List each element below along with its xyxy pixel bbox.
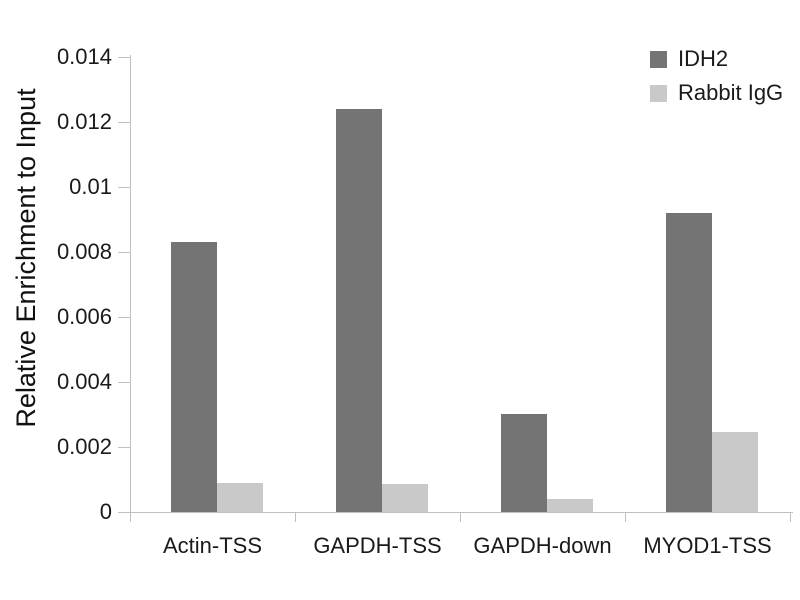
x-tick-mark [625,512,626,522]
y-tick-mark [118,446,130,448]
y-tick-label: 0.01 [69,174,112,199]
bar-idh2-gapdh-down [501,414,547,512]
y-tick-mark [118,251,130,253]
legend-item-idh2: IDH2 [650,47,783,71]
y-tick-mark [118,56,130,58]
y-tick-label: 0.006 [56,304,112,329]
y-tick-mark [118,121,130,123]
bar-rabbit-igg-gapdh-tss [382,484,428,512]
legend-swatch-rabbit-igg [650,84,667,102]
y-tick-mark [118,381,130,383]
y-tick-label: 0.008 [56,239,112,264]
y-axis-line [130,55,131,513]
y-tick-label: 0.014 [56,44,112,69]
x-axis-label-gapdh-tss: GAPDH-TSS [313,533,442,558]
x-axis-label-myod1-tss: MYOD1-TSS [643,533,772,558]
x-axis-line [130,512,793,513]
x-tick-mark [295,512,296,522]
y-tick-mark [118,186,130,188]
bar-idh2-myod1-tss [666,213,712,512]
bar-rabbit-igg-actin-tss [217,483,263,512]
y-tick-mark [118,511,130,513]
legend-swatch-idh2 [650,50,667,68]
x-axis-label-gapdh-down: GAPDH-down [473,533,612,558]
x-tick-mark [460,512,461,522]
bar-rabbit-igg-myod1-tss [712,432,758,512]
bar-rabbit-igg-gapdh-down [547,499,593,512]
y-tick-label: 0.012 [56,109,112,134]
legend-label-idh2: IDH2 [678,46,729,71]
bar-idh2-gapdh-tss [336,109,382,512]
x-tick-mark [130,512,131,522]
x-tick-mark [790,512,791,522]
legend-label-rabbit-igg: Rabbit IgG [678,80,784,105]
y-tick-mark [118,316,130,318]
x-axis-label-actin-tss: Actin-TSS [162,533,263,558]
bar-idh2-actin-tss [171,242,217,512]
y-tick-label: 0.002 [56,434,112,459]
legend-item-rabbit-igg: Rabbit IgG [650,81,783,105]
y-tick-label: 0.004 [56,369,112,394]
y-tick-label: 0 [99,499,112,524]
legend: IDH2 Rabbit IgG [650,47,783,115]
